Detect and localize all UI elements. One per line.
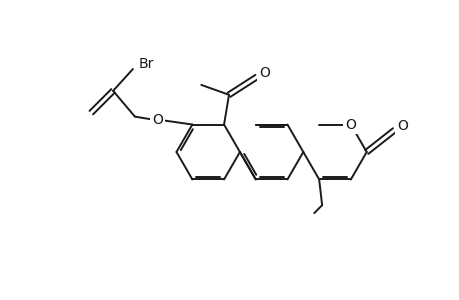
Text: O: O bbox=[152, 112, 163, 127]
Text: Br: Br bbox=[139, 57, 154, 71]
Text: O: O bbox=[345, 118, 356, 131]
Text: O: O bbox=[259, 66, 269, 80]
Text: O: O bbox=[396, 119, 407, 133]
